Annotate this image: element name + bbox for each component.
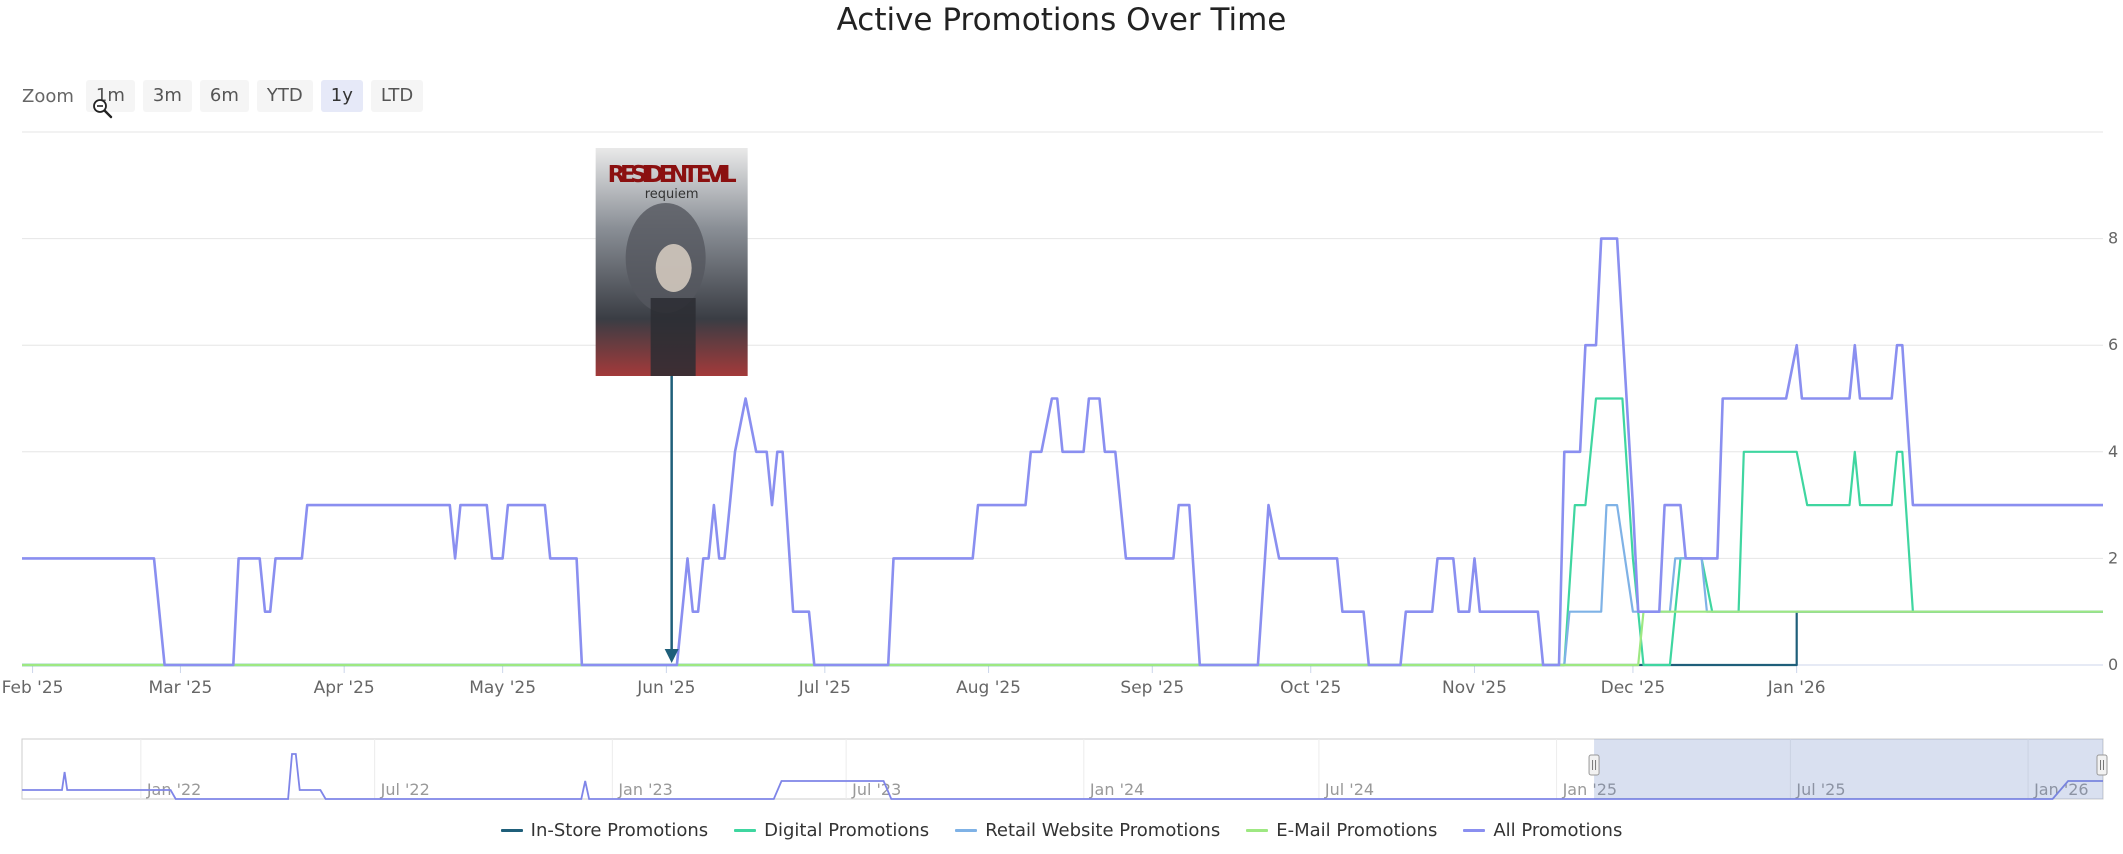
x-tick-label: Jan '26 [1767,678,1826,698]
legend-label: Retail Website Promotions [985,820,1221,841]
navigator-series-line [22,753,2103,800]
x-tick-label: Dec '25 [1601,678,1666,698]
zoom-cursor-icon [93,99,113,119]
x-tick-label: Oct '25 [1280,678,1341,698]
legend-label: In-Store Promotions [530,820,709,841]
x-tick-label: Aug '25 [956,678,1021,698]
navigator-tick-label: Jul '22 [380,780,430,799]
x-tick-label: Nov '25 [1442,678,1507,698]
cover-title: RESIDENT EVIL [608,162,737,188]
legend-item-email[interactable]: E-Mail Promotions [1246,820,1437,841]
annotation-arrow-icon [664,649,679,663]
legend-swatch [1463,829,1486,832]
legend-label: E-Mail Promotions [1276,820,1438,841]
x-tick-label: Apr '25 [314,678,375,698]
navigator-tick-label: Jan '25 [1562,780,1618,799]
series-line-digital-promotions[interactable] [22,397,2103,667]
cover-body-shape [650,298,696,376]
legend: In-Store Promotions Digital Promotions R… [0,820,2123,841]
legend-swatch [955,829,978,832]
y-tick-label: 2 [2108,548,2118,567]
x-tick-label: Jun '25 [636,678,695,698]
navigator-tick-label: Jan '22 [146,780,202,799]
zoom-button-3m[interactable]: 3m [142,80,192,112]
navigator-handle-right[interactable] [2096,754,2108,776]
navigator-tick-label: Jul '24 [1324,780,1374,799]
x-tick-label: Sep '25 [1120,678,1184,698]
zoom-selector: Zoom 1m 3m 6m YTD 1y LTD [22,80,424,112]
legend-label: Digital Promotions [764,820,930,841]
x-tick-label: Mar '25 [149,678,213,698]
navigator-handle-left[interactable] [1588,754,1600,776]
series-line-e-mail-promotions[interactable] [22,610,2103,667]
legend-item-digital[interactable]: Digital Promotions [734,820,929,841]
navigator-selection[interactable] [1594,739,2103,799]
zoom-button-6m[interactable]: 6m [199,80,249,112]
series-line-in-store-promotions[interactable] [22,610,2103,667]
legend-item-retail-website[interactable]: Retail Website Promotions [955,820,1220,841]
x-tick-label: Jul '25 [798,678,851,698]
cover-subtitle: requiem [645,187,699,202]
y-tick-label: 0 [2108,655,2118,674]
zoom-button-1y[interactable]: 1y [320,80,363,112]
series-line-all-promotions[interactable] [22,237,2103,667]
legend-label: All Promotions [1493,820,1623,841]
y-tick-label: 4 [2108,442,2118,461]
navigator[interactable]: Jan '22 Jul '22 Jan '23 Jul '23 Jan '24 Jul '… [0,735,2123,807]
legend-item-in-store[interactable]: In-Store Promotions [500,820,709,841]
main-plot[interactable]: 0 2 4 6 8 Feb '25 Mar '25 Apr '25 May '25 Jun '25… [0,120,2123,700]
navigator-tick-label: Jan '23 [617,780,673,799]
legend-swatch [500,829,523,832]
series-line-retail-website-promotions[interactable] [22,504,2103,667]
y-tick-label: 8 [2108,229,2118,248]
zoom-button-ytd[interactable]: YTD [256,80,313,112]
navigator-tick-label: Jan '24 [1089,780,1145,799]
navigator-tick-label: Jul '23 [851,780,901,799]
chart-title: Active Promotions Over Time [836,2,1287,38]
cover-face-shape [655,244,692,292]
y-tick-label: 6 [2108,335,2118,354]
legend-swatch [1246,829,1269,832]
x-tick-label: May '25 [469,678,536,698]
zoom-button-ltd[interactable]: LTD [370,80,424,112]
legend-item-all[interactable]: All Promotions [1463,820,1622,841]
legend-swatch [734,829,757,832]
navigator-tick-label: Jul '25 [1795,780,1845,799]
x-tick-label: Feb '25 [2,678,64,698]
zoom-label: Zoom [22,85,74,107]
